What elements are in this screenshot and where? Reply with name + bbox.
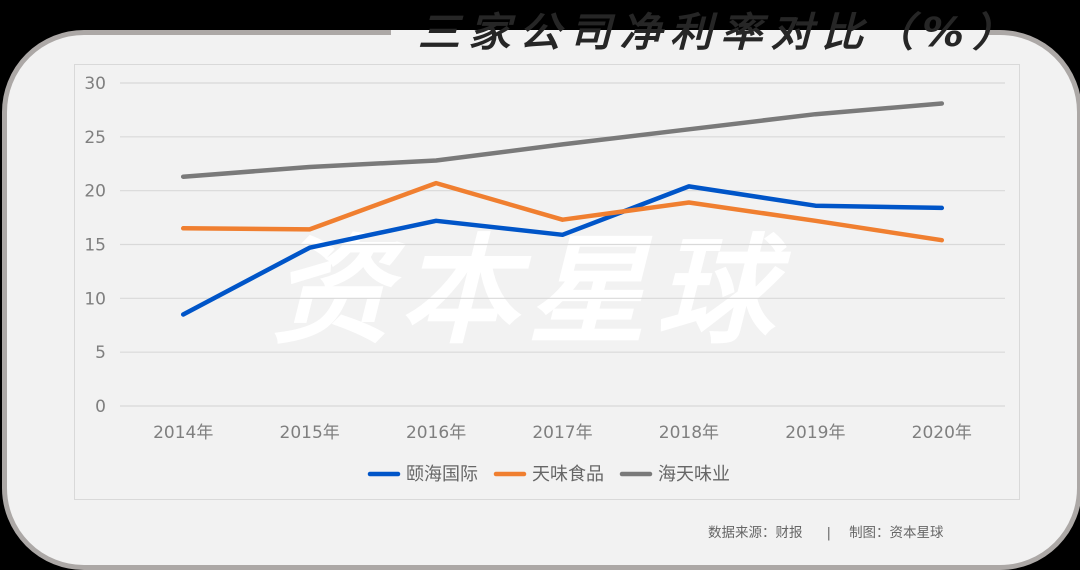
legend-item: 天味食品 bbox=[493, 464, 604, 485]
x-tick-label: 2015年 bbox=[280, 423, 340, 443]
chart-card bbox=[2, 30, 1080, 570]
legend-item: 海天味业 bbox=[619, 464, 730, 485]
y-tick-label: 20 bbox=[84, 182, 106, 202]
series-lines bbox=[180, 101, 945, 317]
legend-item: 颐海国际 bbox=[367, 464, 478, 485]
y-axis: 0 5 10 15 20 25 30 bbox=[84, 74, 106, 417]
legend-label: 天味食品 bbox=[532, 464, 604, 485]
title-notch bbox=[391, 30, 985, 42]
plot-frame bbox=[74, 64, 1020, 500]
y-tick-label: 0 bbox=[95, 397, 106, 417]
x-tick-label: 2017年 bbox=[532, 423, 592, 443]
legend-label: 颐海国际 bbox=[406, 464, 478, 485]
x-axis: 2014年 2015年 2016年 2017年 2018年 2019年 2020年 bbox=[153, 423, 972, 443]
footer-separator: | bbox=[826, 525, 832, 541]
y-tick-label: 30 bbox=[84, 74, 106, 94]
chart-credit: 制图：资本星球 bbox=[849, 525, 944, 541]
x-tick-label: 2014年 bbox=[153, 423, 213, 443]
data-source: 数据来源：财报 bbox=[708, 525, 803, 541]
legend-label: 海天味业 bbox=[658, 464, 730, 485]
x-tick-label: 2019年 bbox=[785, 423, 845, 443]
chart-title: 三家公司净利率对比（%） bbox=[418, 10, 1023, 56]
y-tick-label: 10 bbox=[84, 289, 106, 309]
x-tick-label: 2016年 bbox=[406, 423, 466, 443]
watermark: 资本星球 bbox=[272, 222, 792, 360]
x-tick-label: 2018年 bbox=[659, 423, 719, 443]
legend: 颐海国际 天味食品 海天味业 bbox=[367, 464, 730, 485]
footer-note: 数据来源：财报 | 制图：资本星球 bbox=[708, 521, 944, 541]
series-line bbox=[180, 180, 945, 243]
series-line bbox=[180, 184, 945, 317]
y-tick-label: 15 bbox=[84, 236, 106, 256]
y-tick-label: 25 bbox=[84, 128, 106, 148]
gridlines bbox=[120, 82, 1005, 407]
series-line bbox=[180, 101, 945, 179]
x-tick-label: 2020年 bbox=[912, 423, 972, 443]
y-tick-label: 5 bbox=[95, 343, 106, 363]
